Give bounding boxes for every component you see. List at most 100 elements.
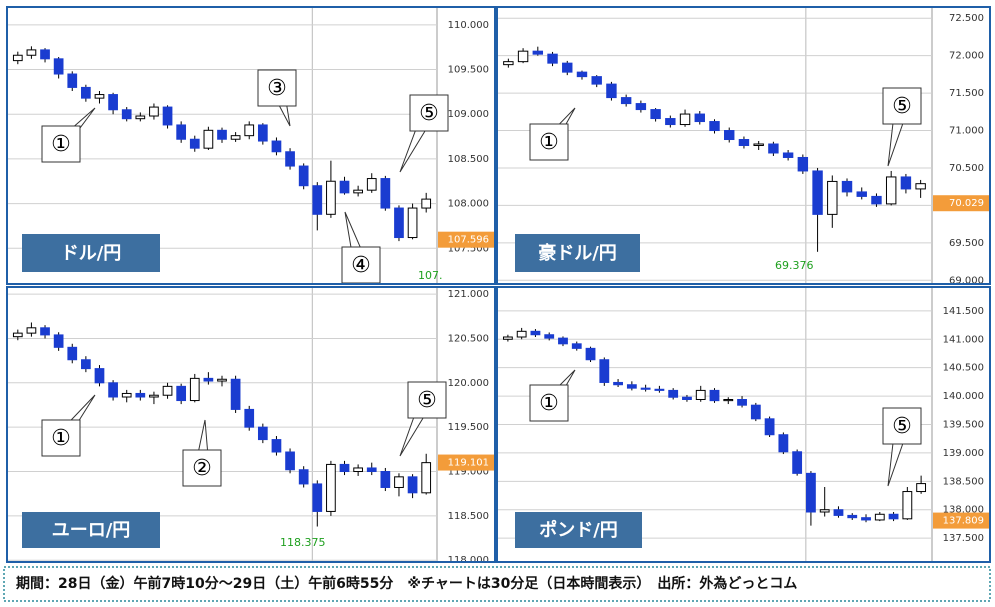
candle-body bbox=[94, 368, 105, 384]
candle-body bbox=[792, 451, 803, 474]
candle-body bbox=[738, 139, 750, 146]
candle-body bbox=[67, 73, 78, 88]
pair-label: ユーロ/円 bbox=[52, 520, 131, 541]
candle-body bbox=[285, 151, 295, 167]
candle-body bbox=[26, 49, 37, 56]
candle-body bbox=[782, 152, 794, 158]
candle-body bbox=[591, 76, 602, 85]
low-label: 107. bbox=[418, 269, 443, 282]
candle-body bbox=[394, 476, 404, 488]
callout-label: ③ bbox=[267, 76, 287, 101]
candle-body bbox=[407, 476, 418, 494]
candle-body bbox=[217, 378, 227, 382]
y-tick-label: 118.000 bbox=[448, 555, 489, 566]
candle-body bbox=[53, 58, 64, 75]
y-tick-label: 110.000 bbox=[448, 20, 489, 31]
y-tick-label: 139.500 bbox=[943, 420, 984, 431]
candle-body bbox=[819, 509, 830, 513]
candle-body bbox=[812, 170, 823, 215]
candle-body bbox=[203, 377, 214, 382]
candle-body bbox=[532, 50, 544, 55]
candle-body bbox=[366, 467, 377, 473]
y-tick-label: 118.500 bbox=[448, 511, 489, 522]
low-label: 118.375 bbox=[280, 536, 326, 549]
y-tick-label: 120.000 bbox=[448, 378, 489, 389]
panel: 118.000 118.500 119.000 119.500 120.000 120.5… bbox=[6, 286, 496, 566]
y-tick-label: 119.000 bbox=[448, 467, 489, 478]
candle-body bbox=[668, 389, 679, 398]
candle-body bbox=[902, 491, 913, 520]
callout-box bbox=[529, 123, 569, 161]
y-tick-label: 141.500 bbox=[943, 306, 984, 317]
low-label: 69.376 bbox=[775, 259, 814, 272]
y-tick-label: 140.000 bbox=[943, 391, 984, 402]
candle-body bbox=[640, 387, 651, 390]
candle-body bbox=[189, 377, 200, 402]
callout-box bbox=[407, 381, 447, 419]
panel: 137.500 138.000 138.500 139.000 139.500 140.0… bbox=[496, 286, 991, 563]
candle-body bbox=[654, 388, 665, 391]
candle-body bbox=[737, 399, 747, 406]
y-tick-label: 121.000 bbox=[448, 289, 489, 300]
panel: 107.500 108.000 108.500 109.000 109.500 110.0… bbox=[6, 6, 496, 285]
y-tick-label: 139.000 bbox=[943, 448, 984, 459]
candle-body bbox=[257, 124, 268, 142]
footer-box bbox=[3, 566, 991, 602]
candle-body bbox=[635, 103, 647, 111]
candle-body bbox=[285, 451, 295, 471]
candle-body bbox=[135, 115, 146, 120]
candle-body bbox=[517, 50, 529, 63]
y-tick-label: 141.000 bbox=[943, 334, 984, 345]
candle-body bbox=[203, 129, 214, 149]
candle-body bbox=[665, 118, 676, 126]
candle-body bbox=[108, 94, 118, 111]
candle-body bbox=[121, 392, 132, 398]
candle-body bbox=[26, 327, 37, 334]
candle-body bbox=[724, 130, 735, 141]
candle-body bbox=[326, 463, 336, 512]
y-tick-label: 119.500 bbox=[448, 422, 489, 433]
y-tick-label: 108.500 bbox=[448, 154, 489, 165]
candle-body bbox=[149, 106, 159, 117]
last-price-tag bbox=[933, 512, 989, 529]
callout-box bbox=[257, 69, 297, 107]
pair-label-box bbox=[515, 512, 642, 548]
candle-body bbox=[257, 426, 268, 441]
candle-body bbox=[827, 180, 838, 215]
candle-body bbox=[900, 176, 912, 190]
candle-body bbox=[176, 385, 187, 402]
candle-body bbox=[874, 513, 885, 521]
y-tick-label: 137.500 bbox=[943, 533, 984, 544]
candle-body bbox=[353, 189, 363, 194]
candle-body bbox=[40, 49, 50, 60]
callout-box bbox=[529, 384, 569, 422]
candle-body bbox=[885, 176, 897, 205]
candle-body bbox=[585, 347, 596, 361]
y-tick-label: 107.500 bbox=[448, 243, 489, 254]
last-price-label: 137.809 bbox=[943, 516, 984, 527]
panel-border bbox=[6, 6, 496, 285]
candle-body bbox=[312, 185, 323, 215]
candle-body bbox=[503, 61, 514, 66]
y-tick-label: 69.500 bbox=[949, 238, 984, 249]
last-price-tag bbox=[933, 195, 989, 212]
callout-label: ⑤ bbox=[419, 101, 439, 126]
callout-label: ① bbox=[51, 132, 71, 157]
candle-body bbox=[298, 469, 309, 485]
callout-box bbox=[182, 449, 222, 487]
candle-body bbox=[339, 463, 350, 473]
candle-body bbox=[244, 408, 255, 428]
candle-body bbox=[149, 394, 159, 398]
callout-label: ⑤ bbox=[417, 388, 437, 413]
pair-label: 豪ドル/円 bbox=[538, 242, 617, 264]
candle-body bbox=[650, 109, 661, 120]
candle-body bbox=[421, 462, 432, 494]
candle-body bbox=[547, 53, 558, 64]
pair-label: ドル/円 bbox=[61, 243, 122, 264]
candle-body bbox=[544, 334, 555, 339]
y-tick-label: 109.500 bbox=[448, 65, 489, 76]
candle-body bbox=[40, 327, 50, 336]
candle-body bbox=[189, 138, 200, 149]
candle-body bbox=[394, 207, 404, 239]
candle-body bbox=[599, 359, 610, 383]
